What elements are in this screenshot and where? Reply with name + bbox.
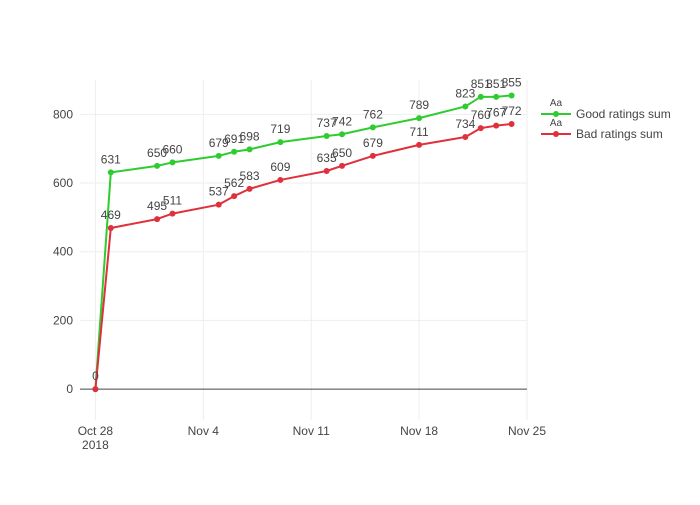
data-label-bad: 469 xyxy=(101,208,121,222)
x-tick-label: Nov 25 xyxy=(508,424,546,438)
data-label-bad: 511 xyxy=(163,194,182,208)
legend-symbol-text: Aa xyxy=(550,118,563,129)
data-label-bad: 650 xyxy=(332,146,352,160)
data-point-bad[interactable] xyxy=(323,168,330,175)
data-point-bad[interactable] xyxy=(477,125,484,132)
y-tick-label: 800 xyxy=(53,107,73,121)
data-point-good[interactable] xyxy=(462,103,469,110)
data-point-bad[interactable] xyxy=(107,225,114,232)
x-tick-label: Oct 28 xyxy=(78,424,114,438)
legend-label-bad: Bad ratings sum xyxy=(576,127,663,141)
data-label-bad: 583 xyxy=(240,169,260,183)
data-point-good[interactable] xyxy=(107,169,114,176)
data-point-good[interactable] xyxy=(508,92,515,99)
series xyxy=(92,92,515,393)
data-point-bad[interactable] xyxy=(369,152,376,159)
series-line-bad xyxy=(94,122,512,390)
y-tick-label: 0 xyxy=(66,382,73,396)
data-label-good: 660 xyxy=(162,142,182,156)
legend-marker-icon xyxy=(553,111,559,117)
data-label-good: 823 xyxy=(455,86,475,100)
data-label-bad: 711 xyxy=(410,125,429,139)
data-label-good: 789 xyxy=(409,98,429,112)
data-label-good: 762 xyxy=(363,107,383,121)
data-label-good: 631 xyxy=(101,152,121,166)
data-label-bad: 772 xyxy=(502,104,522,118)
data-label-good: 742 xyxy=(332,114,352,128)
data-point-bad[interactable] xyxy=(92,386,99,393)
data-point-bad[interactable] xyxy=(215,201,222,208)
data-point-bad[interactable] xyxy=(231,193,238,200)
legend-item-good[interactable]: Aa Good ratings sum xyxy=(541,98,671,121)
y-tick-label: 400 xyxy=(53,245,73,259)
data-point-bad[interactable] xyxy=(462,134,469,141)
data-label-bad: 562 xyxy=(224,176,244,190)
data-label-good: 719 xyxy=(270,122,290,136)
data-point-good[interactable] xyxy=(369,124,376,131)
data-label-bad: 767 xyxy=(486,106,506,120)
data-label-good: 691 xyxy=(224,132,244,146)
data-point-good[interactable] xyxy=(277,139,284,146)
data-label-good: 851 xyxy=(486,77,506,91)
data-label-good: 650 xyxy=(147,146,167,160)
data-point-good[interactable] xyxy=(416,115,423,122)
data-point-good[interactable] xyxy=(231,148,238,155)
data-label-bad: 635 xyxy=(317,151,337,165)
data-label-good: 851 xyxy=(471,77,491,91)
gridlines xyxy=(80,80,528,420)
data-label-bad: 537 xyxy=(209,185,229,199)
data-point-good[interactable] xyxy=(215,152,222,159)
data-label-bad: 679 xyxy=(363,136,383,150)
data-label-bad: 734 xyxy=(455,117,475,131)
data-point-good[interactable] xyxy=(154,162,161,169)
data-point-bad[interactable] xyxy=(246,185,253,192)
data-point-bad[interactable] xyxy=(416,141,423,148)
data-point-good[interactable] xyxy=(339,131,346,138)
data-label-good: 855 xyxy=(502,75,522,89)
data-point-bad[interactable] xyxy=(508,120,515,127)
data-point-good[interactable] xyxy=(323,132,330,139)
data-point-good[interactable] xyxy=(246,146,253,153)
legend-label-good: Good ratings sum xyxy=(576,107,671,121)
data-point-good[interactable] xyxy=(493,93,500,100)
data-label-bad: 609 xyxy=(270,160,290,174)
data-label-good: 737 xyxy=(317,116,337,130)
data-point-bad[interactable] xyxy=(277,176,284,183)
legend-item-bad[interactable]: Aa Bad ratings sum xyxy=(541,118,663,141)
data-point-bad[interactable] xyxy=(154,216,161,223)
data-label-good: 679 xyxy=(209,136,229,150)
data-label-bad: 760 xyxy=(471,108,491,122)
x-tick-label: Nov 18 xyxy=(400,424,438,438)
x-tick-sublabel: 2018 xyxy=(82,438,109,452)
y-tick-label: 200 xyxy=(53,313,73,327)
y-tick-label: 600 xyxy=(53,176,73,190)
data-label-bad: 495 xyxy=(147,199,167,213)
data-point-bad[interactable] xyxy=(169,210,176,217)
x-tick-label: Nov 11 xyxy=(293,424,330,438)
legend-symbol-text: Aa xyxy=(550,98,563,109)
data-point-bad[interactable] xyxy=(339,162,346,169)
series-line-good xyxy=(94,94,512,390)
data-point-bad[interactable] xyxy=(493,122,500,129)
data-label-good: 698 xyxy=(240,129,260,143)
data-label-good: 0 xyxy=(92,369,99,383)
legend[interactable]: Aa Good ratings sum Aa Bad ratings sum xyxy=(541,98,671,141)
x-tick-label: Nov 4 xyxy=(188,424,220,438)
data-point-good[interactable] xyxy=(169,159,176,166)
legend-marker-icon xyxy=(553,131,559,137)
data-point-good[interactable] xyxy=(477,93,484,100)
